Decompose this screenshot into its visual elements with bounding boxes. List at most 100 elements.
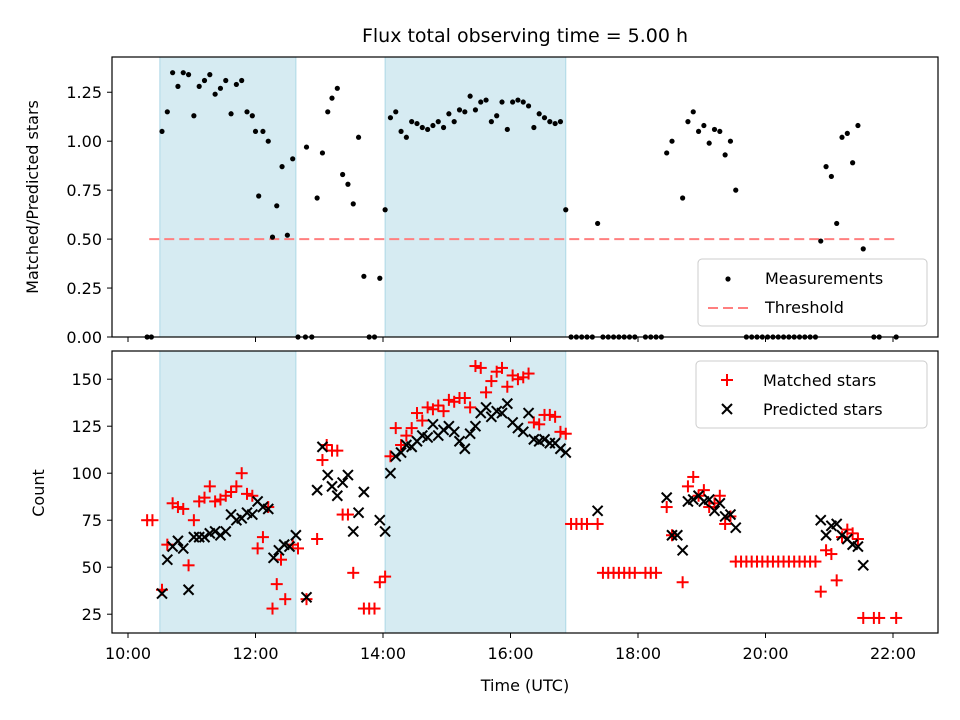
measurement-point	[727, 138, 734, 144]
measurement-point	[669, 138, 675, 144]
matched-point	[230, 480, 243, 493]
matched-stars-series	[141, 360, 903, 624]
matched-point	[442, 393, 455, 406]
matched-point	[279, 593, 292, 606]
top-y-axis-label: Matched/Predicted stars	[23, 100, 42, 294]
predicted-point	[671, 529, 684, 541]
measurement-point	[499, 99, 505, 105]
predicted-point	[322, 469, 334, 481]
predicted-point	[480, 401, 492, 414]
matched-point	[676, 576, 689, 589]
y-tick-label: 0.25	[66, 279, 102, 298]
measurement-point	[557, 119, 564, 125]
matched-point	[527, 416, 540, 429]
predicted-point	[395, 446, 407, 459]
measurement-point	[515, 97, 521, 103]
predicted-point	[437, 424, 450, 436]
measurement-point	[717, 128, 723, 135]
measurement-point	[175, 83, 181, 89]
measurement-point	[170, 70, 176, 76]
measurement-point	[525, 103, 532, 109]
measurement-point	[233, 81, 239, 88]
predicted-point	[262, 503, 274, 515]
matched-point	[182, 559, 195, 572]
matched-point	[660, 501, 673, 514]
measurement-point	[828, 173, 834, 180]
matched-point	[416, 414, 429, 427]
measurement-point	[196, 83, 202, 89]
matched-point	[533, 418, 546, 431]
measurement-point	[249, 113, 255, 119]
measurement-point	[414, 120, 420, 127]
chart-title: Flux total observing time = 5.00 h	[362, 25, 688, 47]
matched-point	[389, 422, 402, 435]
matched-point	[501, 380, 514, 393]
shaded-interval	[384, 56, 567, 338]
measurement-point	[279, 164, 285, 170]
measurement-point	[345, 181, 351, 187]
measurement-point	[839, 134, 845, 140]
measurement-point	[690, 109, 696, 115]
predicted-point	[326, 480, 338, 493]
matched-point	[554, 425, 567, 438]
matched-point	[830, 574, 843, 587]
predicted-point	[517, 426, 529, 438]
x-tick-label: 10:00	[105, 644, 151, 663]
x-tick-label: 22:00	[870, 644, 916, 663]
predicted-point	[522, 407, 535, 419]
measurement-point	[685, 119, 691, 125]
measurement-point	[855, 122, 861, 129]
predicted-point	[427, 418, 439, 431]
y-tick-label: 1.00	[66, 132, 102, 151]
matched-point	[681, 480, 694, 493]
matched-point	[857, 611, 870, 624]
measurement-point	[284, 232, 290, 238]
predicted-stars-series	[156, 397, 869, 603]
matched-point	[873, 611, 886, 624]
measurement-point	[350, 201, 356, 207]
measurement-point	[164, 109, 170, 115]
measurement-point	[701, 122, 707, 129]
predicted-point	[538, 433, 551, 446]
matched-point	[209, 495, 222, 508]
measurement-point	[435, 119, 441, 125]
matched-point	[697, 484, 710, 497]
matched-point	[316, 454, 329, 467]
predicted-point	[182, 584, 195, 596]
measurement-point	[159, 128, 165, 135]
matched-point	[411, 407, 423, 420]
predicted-point	[448, 426, 460, 438]
predicted-point	[290, 529, 302, 541]
matched-point	[300, 593, 313, 606]
measurement-point	[265, 138, 271, 144]
matched-point	[379, 570, 392, 583]
measurement-point	[329, 95, 335, 101]
predicted-point	[464, 428, 476, 440]
matched-point	[246, 489, 259, 502]
predicted-point	[209, 525, 221, 538]
measurement-point	[722, 152, 728, 158]
measurement-point	[451, 119, 457, 125]
measurement-point	[834, 220, 840, 227]
matched-point	[347, 566, 360, 579]
legend-marker-predicted	[721, 403, 733, 415]
bottom-legend: Matched stars Predicted stars	[695, 360, 928, 429]
measurement-point	[695, 128, 702, 135]
matched-point	[400, 429, 413, 442]
y-tick-label: 100	[71, 464, 102, 483]
measurement-point	[472, 107, 479, 113]
bottom-x-axis: 10:00 12:00 14:00 16:00 18:00 20:00 22:00	[105, 633, 916, 663]
matched-point	[203, 480, 216, 493]
measurement-point	[201, 77, 208, 84]
matched-point	[496, 361, 508, 374]
measurement-point	[706, 140, 712, 146]
y-tick-label: 0.75	[66, 181, 102, 200]
predicted-point	[660, 491, 673, 504]
predicted-point	[496, 407, 508, 419]
measurement-point	[314, 195, 320, 201]
predicted-point	[730, 522, 742, 534]
shaded-interval	[384, 350, 567, 634]
measurement-point	[844, 130, 850, 136]
y-tick-label: 1.25	[66, 83, 102, 102]
